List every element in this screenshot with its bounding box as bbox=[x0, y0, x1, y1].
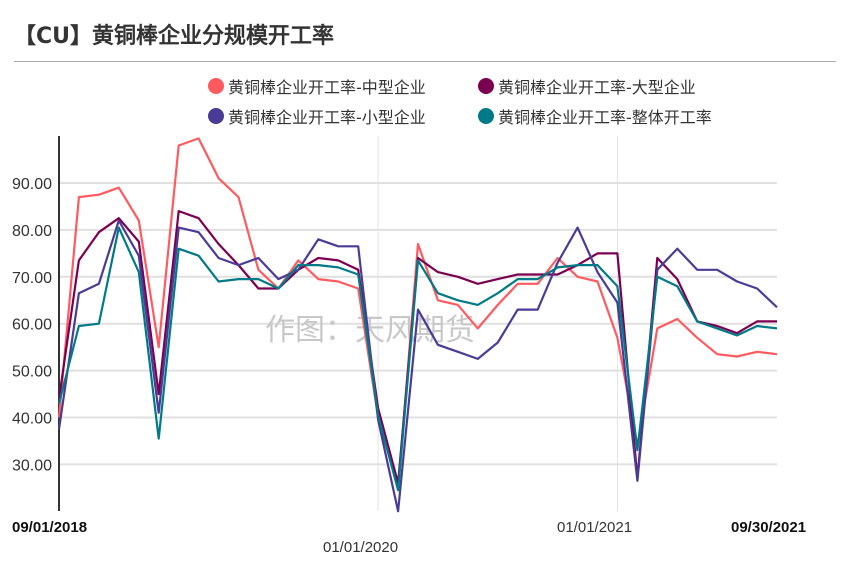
legend-dot-icon bbox=[478, 108, 494, 124]
x-tick-label: 09/01/2018 bbox=[12, 519, 87, 536]
y-tick-label: 70.00 bbox=[12, 270, 52, 287]
y-tick-label: 40.00 bbox=[12, 411, 52, 428]
y-tick-label: 50.00 bbox=[12, 364, 52, 381]
series-line[interactable] bbox=[57, 219, 778, 513]
title-divider bbox=[14, 61, 836, 62]
y-tick-label: 60.00 bbox=[12, 317, 52, 334]
x-tick-label: 01/01/2021 bbox=[557, 519, 632, 536]
legend-dot-icon bbox=[478, 78, 494, 94]
legend-label: 黄铜棒企业开工率-整体开工率 bbox=[498, 108, 712, 127]
y-tick-label: 80.00 bbox=[12, 223, 52, 240]
series-line[interactable] bbox=[57, 210, 777, 485]
legend-label: 黄铜棒企业开工率-大型企业 bbox=[498, 78, 696, 97]
x-tick-label: 09/30/2021 bbox=[731, 519, 806, 536]
y-tick-label: 30.00 bbox=[12, 457, 52, 474]
y-tick-label: 90.00 bbox=[12, 176, 52, 193]
legend-item-overall[interactable]: 黄铜棒企业开工率-整体开工率 bbox=[478, 104, 712, 128]
series-line[interactable] bbox=[57, 226, 778, 492]
legend-item-large[interactable]: 黄铜棒企业开工率-大型企业 bbox=[478, 74, 696, 98]
legend-label: 黄铜棒企业开工率-中型企业 bbox=[228, 78, 426, 97]
x-tick-label: 01/01/2020 bbox=[323, 539, 398, 556]
legend-dot-icon bbox=[208, 78, 224, 94]
legend-item-small[interactable]: 黄铜棒企业开工率-小型企业 bbox=[208, 104, 426, 128]
legend-label: 黄铜棒企业开工率-小型企业 bbox=[228, 108, 426, 127]
series-line[interactable] bbox=[57, 137, 778, 489]
chart-title: 【CU】黄铜棒企业分规模开工率 bbox=[14, 24, 335, 49]
legend-item-medium[interactable]: 黄铜棒企业开工率-中型企业 bbox=[208, 74, 426, 98]
legend-dot-icon bbox=[208, 108, 224, 124]
